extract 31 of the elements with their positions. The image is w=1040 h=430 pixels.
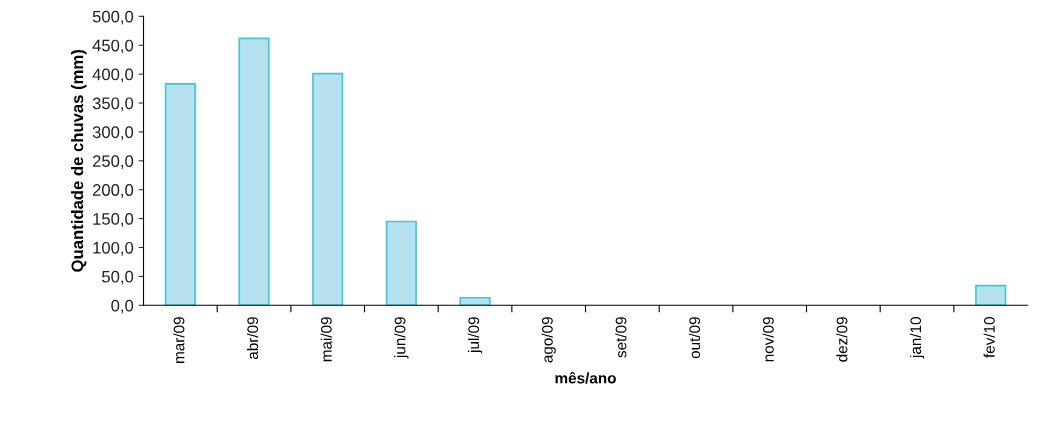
y-tick-label: 0,0 bbox=[111, 299, 134, 314]
x-tick-label: ago/09 bbox=[541, 317, 556, 363]
bar bbox=[975, 284, 1007, 306]
y-tick-label: 500,0 bbox=[92, 10, 134, 25]
x-tick-label: jun/09 bbox=[394, 317, 409, 359]
x-tick-label: jan/10 bbox=[909, 317, 925, 359]
y-tick-label: 300,0 bbox=[92, 126, 134, 141]
y-tick-label: 100,0 bbox=[93, 241, 134, 256]
y-tick-label: 400,0 bbox=[92, 68, 134, 83]
y-tick-label: 150,0 bbox=[93, 213, 134, 227]
y-tick-label: 250,0 bbox=[92, 155, 134, 169]
bar bbox=[385, 220, 417, 306]
x-tick-label: abr/09 bbox=[246, 317, 259, 360]
x-tick-label: jul/09 bbox=[467, 317, 483, 354]
x-tick-label: nov/09 bbox=[762, 317, 774, 362]
y-tick-label: 350,0 bbox=[92, 97, 134, 112]
bar bbox=[164, 83, 196, 306]
x-axis-title: mês/ano bbox=[555, 371, 616, 384]
x-tick-label: dez/09 bbox=[836, 317, 848, 362]
y-tick-label: 50,0 bbox=[102, 270, 134, 285]
x-tick-label: set/09 bbox=[615, 317, 627, 358]
bar bbox=[459, 296, 491, 306]
x-tick-label: fev/10 bbox=[983, 317, 995, 358]
x-tick-label: mai/09 bbox=[320, 317, 332, 362]
x-tick-label: mar/09 bbox=[173, 317, 185, 363]
bar bbox=[312, 72, 344, 306]
y-axis-title: Quantidade de chuvas (mm) bbox=[71, 50, 87, 272]
bar bbox=[238, 37, 270, 306]
x-tick-label: out/09 bbox=[688, 317, 701, 359]
y-tick-label: 450,0 bbox=[92, 39, 134, 54]
y-tick-label: 200,0 bbox=[92, 184, 134, 198]
